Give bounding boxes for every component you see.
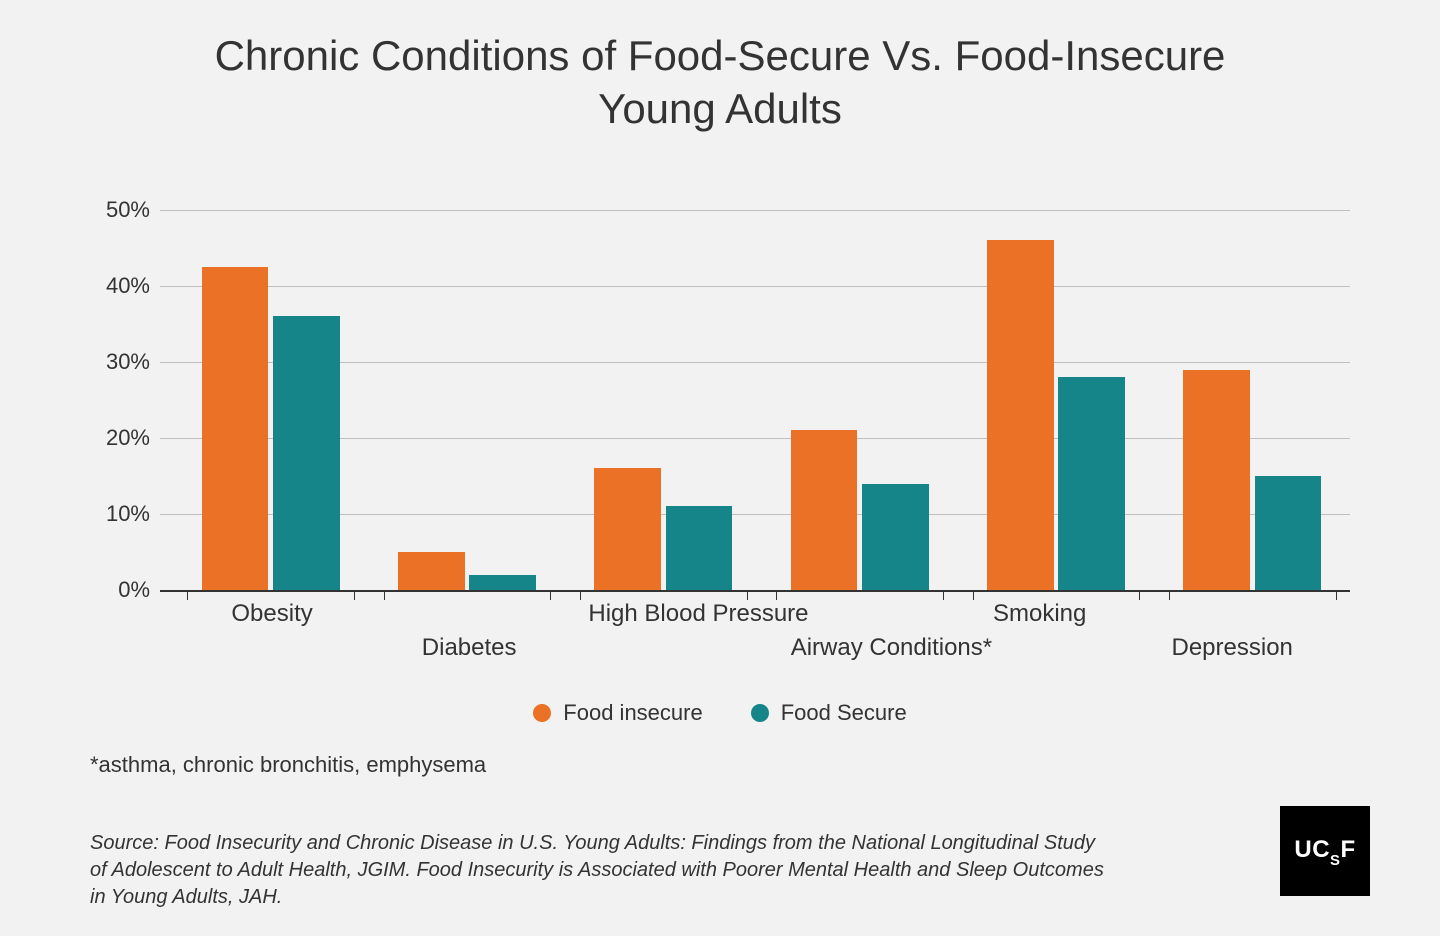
bar [862, 484, 929, 590]
y-tick-label: 40% [106, 273, 150, 299]
x-axis-category-label: High Blood Pressure [588, 600, 808, 628]
source-citation: Source: Food Insecurity and Chronic Dise… [90, 830, 1110, 911]
plot-region [160, 210, 1350, 590]
legend-label: Food insecure [563, 700, 702, 726]
x-tick [1336, 590, 1337, 600]
x-axis-labels: Obesity Diabetes High Blood Pressure Airway… [160, 600, 1350, 680]
x-tick [747, 590, 748, 600]
x-axis-category-label: Depression [1172, 634, 1293, 662]
grid-line [160, 210, 1350, 211]
title-line: Chronic Conditions of Food-Secure Vs. Fo… [0, 30, 1440, 83]
bar [469, 575, 536, 590]
bar [1255, 476, 1322, 590]
page: Chronic Conditions of Food-Secure Vs. Fo… [0, 0, 1440, 936]
x-tick [580, 590, 581, 600]
chart-area: 0%10%20%30%40%50% [90, 210, 1350, 610]
x-tick [943, 590, 944, 600]
y-tick-label: 0% [118, 577, 150, 603]
legend-label: Food Secure [781, 700, 907, 726]
legend-item: Food Secure [751, 700, 907, 726]
x-tick [1139, 590, 1140, 600]
x-axis-category-label: Obesity [231, 600, 312, 628]
title-line: Young Adults [0, 83, 1440, 136]
bar [594, 468, 661, 590]
bar [666, 506, 733, 590]
grid-line [160, 286, 1350, 287]
legend-swatch [533, 704, 551, 722]
x-tick [354, 590, 355, 600]
ucsf-logo: UCSF [1280, 806, 1370, 896]
x-axis-category-label: Diabetes [422, 634, 517, 662]
x-tick [384, 590, 385, 600]
bar [202, 267, 269, 590]
x-tick [776, 590, 777, 600]
y-tick-label: 30% [106, 349, 150, 375]
bar [1058, 377, 1125, 590]
x-tick [1169, 590, 1170, 600]
chart-title: Chronic Conditions of Food-Secure Vs. Fo… [0, 0, 1440, 135]
legend: Food insecure Food Secure [0, 700, 1440, 728]
x-tick [973, 590, 974, 600]
x-tick [550, 590, 551, 600]
y-tick-label: 20% [106, 425, 150, 451]
y-tick-label: 10% [106, 501, 150, 527]
bar [273, 316, 340, 590]
legend-item: Food insecure [533, 700, 702, 726]
x-axis-category-label: Smoking [993, 600, 1086, 628]
bar [791, 430, 858, 590]
y-tick-label: 50% [106, 197, 150, 223]
x-axis [160, 590, 1350, 592]
x-axis-category-label: Airway Conditions* [791, 634, 992, 662]
x-tick [187, 590, 188, 600]
bar [1183, 370, 1250, 590]
ucsf-logo-text: UCSF [1294, 836, 1355, 867]
bar [398, 552, 465, 590]
bar [987, 240, 1054, 590]
footnote: *asthma, chronic bronchitis, emphysema [90, 752, 486, 778]
legend-swatch [751, 704, 769, 722]
